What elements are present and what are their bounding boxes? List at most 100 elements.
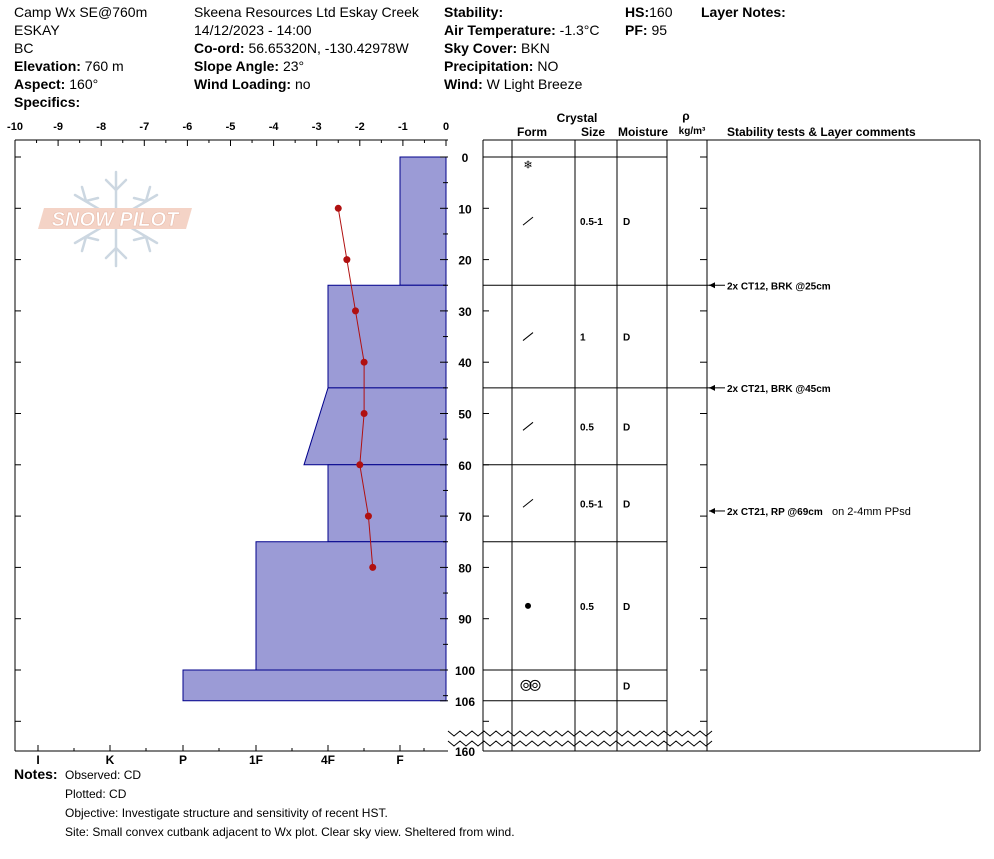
rounded-grains-icon: [525, 602, 531, 609]
elevation-row: Elevation: 760 m: [14, 58, 124, 75]
precip-label: Precipitation:: [444, 58, 534, 74]
temp-point: [351, 307, 359, 315]
crystal-moisture: D: [623, 499, 630, 510]
logo-text: SNOW PILOT: [52, 209, 180, 231]
snow-pilot-logo: SNOW PILOT: [38, 170, 192, 268]
stability-arrow-icon: [709, 507, 715, 514]
depth-label: 10: [458, 202, 472, 216]
air-temp-label: Air Temperature:: [444, 22, 556, 38]
temp-tick-label: -6: [183, 121, 193, 133]
crystal-size: 0.5: [580, 602, 594, 613]
note-objective: Objective: Investigate structure and sen…: [65, 806, 388, 820]
pf-row: PF: 95: [625, 22, 667, 39]
aspect-label: Aspect:: [14, 76, 66, 92]
layer-table-rows: ❄0.5-1 D1 D0.5 D0.5-1 D0.5 DD: [483, 156, 712, 702]
stability-comment: on 2-4mm PPsd: [832, 506, 911, 518]
decomposed-forms-icon: [522, 421, 534, 431]
aspect-row: Aspect: 160°: [14, 76, 98, 93]
density-unit-header: kg/m³: [679, 126, 706, 137]
hardness-axis: I K P 1F 4F F: [36, 745, 425, 767]
decomposed-forms-icon: [522, 216, 534, 226]
break-mark-top: [447, 730, 713, 737]
melt-forms-icon-second-inner: [532, 682, 538, 689]
depth-label: 50: [458, 408, 472, 422]
form-header: Form: [517, 125, 547, 139]
crystal-size: 0.5: [580, 422, 594, 433]
new-snow-icon: ❄: [523, 159, 532, 172]
depth-label: 100: [455, 664, 475, 678]
temp-tick-label: -3: [312, 121, 322, 133]
air-temp-row: Air Temperature: -1.3°C: [444, 22, 600, 39]
location-name: ESKAY: [14, 22, 60, 38]
hardness-layers: [182, 156, 447, 702]
stability-test: 2x CT12, BRK @25cm: [709, 281, 831, 292]
crystal-row: 0.5 D: [525, 602, 630, 613]
depth-axis: 0 10 20 30 40 50 60 70 80 90 100 106 160: [15, 151, 707, 759]
pf-label: PF:: [625, 22, 648, 38]
stability-test: 2x CT21, RP @69cm on 2-4mm PPsd: [709, 506, 911, 518]
crystal-moisture: D: [623, 333, 630, 344]
wind-loading-label: Wind Loading:: [194, 76, 292, 92]
temp-point: [360, 358, 368, 366]
hardness-layer: [327, 284, 447, 389]
depth-label: 40: [458, 356, 472, 370]
decomposed-forms-icon: [522, 498, 534, 508]
melt-forms-icon-inner: [523, 682, 529, 689]
temp-line: [337, 208, 374, 568]
hardness-layer: [399, 156, 447, 286]
depth-label: 0: [462, 151, 469, 165]
temp-tick-label: -9: [53, 121, 63, 133]
layer-notes-label: Layer Notes:: [701, 4, 786, 20]
hardness-layer: [182, 669, 447, 702]
stability-test-text: 2x CT21, RP @69cm: [727, 507, 823, 518]
note-site: Site: Small convex cutbank adjacent to W…: [65, 825, 515, 839]
region: BC: [14, 40, 34, 56]
stability-test-text: 2x CT12, BRK @25cm: [727, 281, 831, 292]
temp-tick-label: -5: [226, 121, 236, 133]
depth-label: 160: [455, 745, 475, 759]
depth-label: 60: [458, 459, 472, 473]
wind-loading-row: Wind Loading: no: [194, 76, 311, 93]
hardness-layer: [303, 387, 447, 466]
coord-value: 56.65320N, -130.42978W: [248, 40, 409, 56]
melt-forms-icon-second: [529, 679, 541, 691]
note-observed: Observed: CD: [65, 768, 142, 782]
notes-label: Notes:: [14, 766, 58, 782]
hs-row: HS:160: [625, 4, 672, 21]
hs-value: 160: [649, 4, 673, 20]
hardness-label: 1F: [249, 753, 263, 767]
depth-label: 106: [455, 695, 475, 709]
layer-table-frame: [482, 139, 981, 752]
wind-value: W Light Breeze: [486, 76, 583, 92]
hardness-plot-frame: [14, 139, 448, 752]
wind-label: Wind:: [444, 76, 483, 92]
coord-row: Co-ord: 56.65320N, -130.42978W: [194, 40, 409, 57]
stability-arrow-icon: [709, 384, 715, 391]
hardness-label: 4F: [321, 753, 335, 767]
temp-point: [360, 410, 368, 417]
aspect-value: 160°: [69, 76, 99, 92]
hs-label: HS:: [625, 4, 650, 20]
air-temp-value: -1.3°C: [559, 22, 600, 38]
crystal-row: ❄: [523, 159, 532, 172]
depth-label: 20: [458, 254, 472, 268]
temp-tick-label: -10: [7, 121, 23, 133]
stability-test-text: 2x CT21, BRK @45cm: [727, 384, 831, 395]
sky-row: Sky Cover: BKN: [444, 40, 550, 57]
temp-point: [343, 256, 351, 264]
break-mark-bottom: [447, 740, 713, 747]
crystal-moisture: D: [623, 602, 630, 613]
crystal-size: 0.5-1: [580, 217, 603, 228]
temp-point: [364, 512, 372, 520]
precip-row: Precipitation: NO: [444, 58, 558, 75]
melt-forms-icon: [520, 679, 532, 691]
sky-label: Sky Cover:: [444, 40, 518, 56]
temp-point: [334, 204, 342, 212]
coord-label: Co-ord:: [194, 40, 245, 56]
crystal-moisture: D: [623, 681, 630, 692]
depth-label: 90: [458, 613, 472, 627]
hardness-label: I: [36, 753, 39, 767]
depth-label: 30: [458, 305, 472, 319]
